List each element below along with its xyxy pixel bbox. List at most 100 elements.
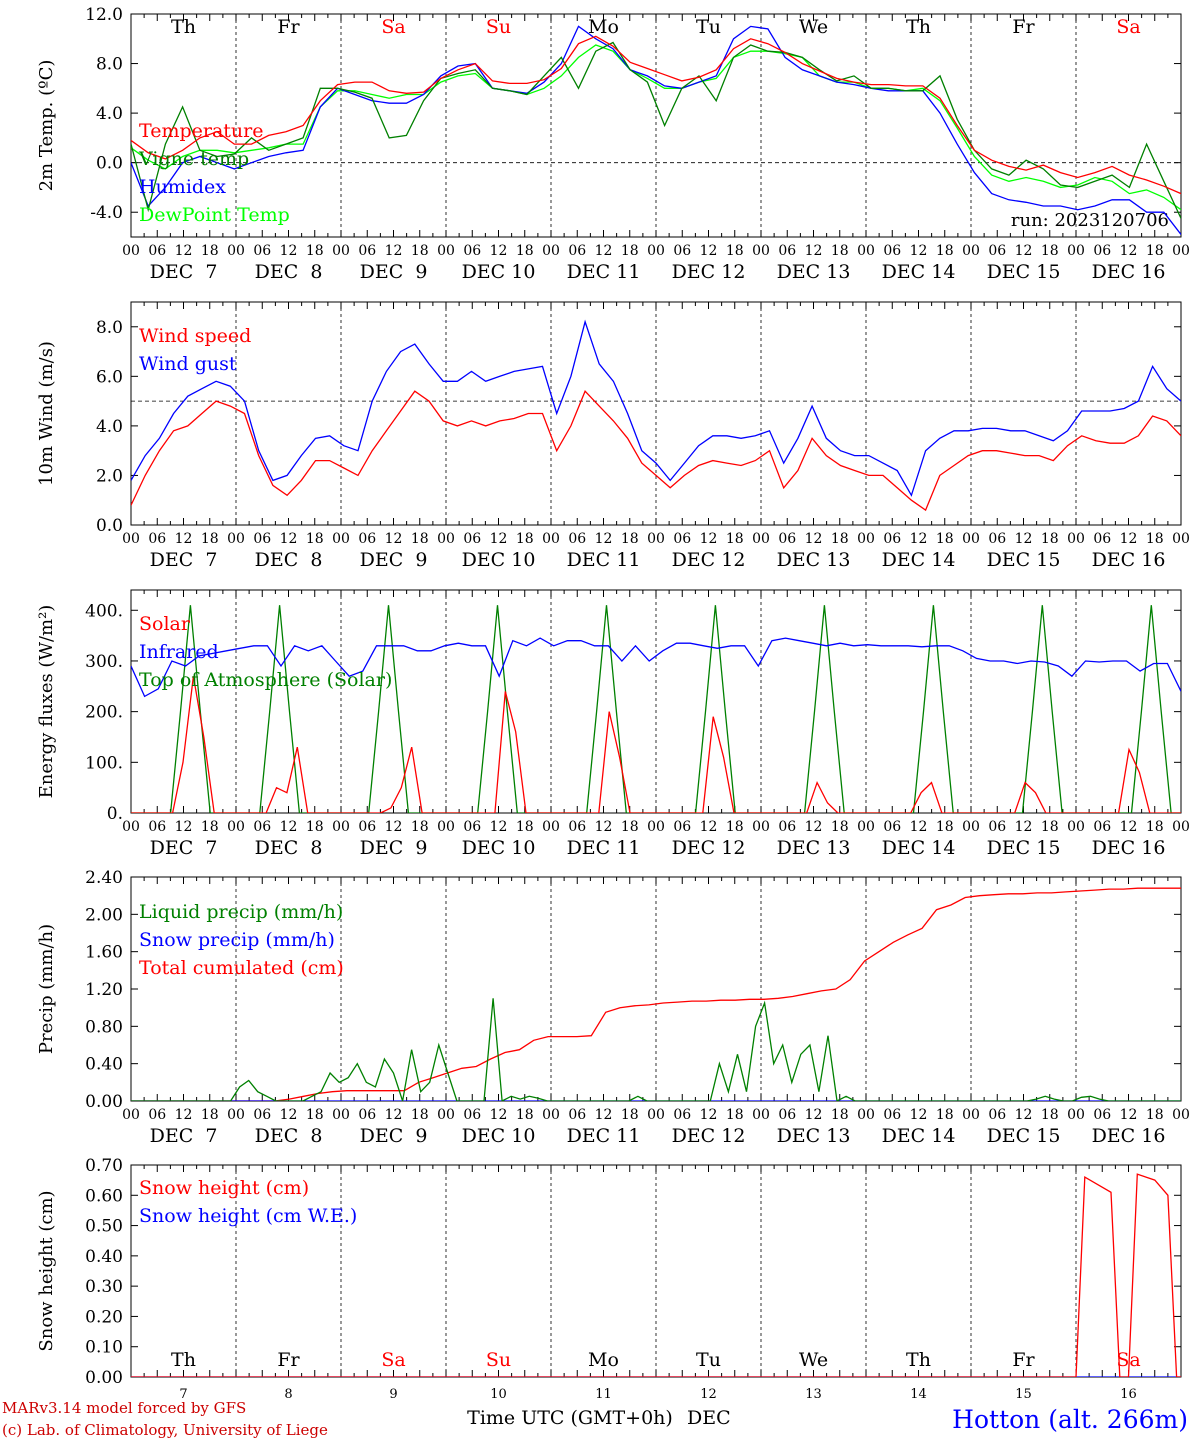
date-label: DEC 12	[672, 1125, 746, 1147]
hour-tick-label: 12	[910, 531, 928, 547]
hour-tick-label: 18	[201, 531, 219, 547]
series-group	[131, 319, 1181, 512]
series-line-wind-speed	[131, 390, 1181, 512]
hour-tick-label: 06	[988, 531, 1006, 547]
footer: Time UTC (GMT+0h) DEC MARv3.14 model for…	[2, 1399, 1188, 1439]
hour-tick-label: 12	[490, 531, 508, 547]
legend-entry: Temperature	[139, 120, 263, 142]
hour-tick-label: 06	[673, 243, 691, 259]
hour-tick-label: 06	[568, 243, 586, 259]
date-label: DEC 14	[882, 1125, 956, 1147]
series-line-dewpoint-temp	[131, 44, 1181, 211]
plot-frame	[130, 301, 1182, 526]
run-label: run: 2023120706	[1011, 210, 1169, 231]
y-tick-label: 300.	[85, 652, 123, 672]
date-label: DEC 13	[777, 837, 851, 859]
hour-tick-label: 12	[910, 243, 928, 259]
hour-tick-label: 12	[910, 1107, 928, 1123]
hour-tick-label: 12	[805, 531, 823, 547]
day-number-label: 8	[284, 1387, 292, 1402]
hour-tick-label: 12	[910, 819, 928, 835]
hour-tick-label: 00	[752, 243, 770, 259]
hour-tick-label: 00	[122, 819, 140, 835]
hour-tick-label: 12	[1015, 531, 1033, 547]
y-tick-label: 0.0	[96, 154, 123, 174]
hour-tick-label: 06	[463, 1107, 481, 1123]
date-label: DEC 13	[777, 1125, 851, 1147]
hour-tick-label: 12	[700, 819, 718, 835]
hour-tick-label: 06	[988, 1107, 1006, 1123]
y-axis-title: 10m Wind (m/s)	[36, 341, 57, 486]
day-name-label: Tu	[696, 1349, 721, 1371]
date-label: DEC 7	[150, 261, 218, 283]
date-label: DEC 7	[150, 1125, 218, 1147]
date-label: DEC 9	[360, 261, 428, 283]
hour-tick-label: 12	[1120, 531, 1138, 547]
legend-entry: Wind gust	[139, 353, 237, 375]
hour-tick-label: 18	[201, 819, 219, 835]
hour-tick-label: 12	[175, 531, 193, 547]
legend-entry: Infrared	[139, 641, 219, 663]
hour-tick-label: 06	[988, 243, 1006, 259]
hour-tick-label: 00	[332, 531, 350, 547]
hour-tick-label: 00	[857, 531, 875, 547]
series-group	[131, 887, 1181, 1101]
hour-tick-label: 18	[306, 1107, 324, 1123]
panel-0: -4.0 0.0 4.0 8.0 12.0 2m Temp. (ºC) Th Fr Sa Su Mo…	[36, 5, 1190, 283]
hour-tick-label: 12	[805, 243, 823, 259]
panel-1: 0.0 2.0 4.0 6.0 8.0 10m Wind (m/s) 00 06 12 18 00 0…	[36, 301, 1190, 571]
day-number-label: 11	[595, 1387, 612, 1402]
date-label: DEC 16	[1092, 549, 1166, 571]
hour-tick-label: 12	[175, 819, 193, 835]
y-tick-label: 2.00	[85, 905, 123, 925]
hour-tick-label: 18	[726, 1107, 744, 1123]
hour-tick-label: 06	[253, 1107, 271, 1123]
model-credit: MARv3.14 model forced by GFS	[2, 1399, 246, 1417]
hour-tick-label: 12	[490, 1107, 508, 1123]
date-label: DEC 13	[777, 261, 851, 283]
hour-tick-label: 06	[568, 819, 586, 835]
hour-tick-label: 12	[595, 819, 613, 835]
series-line-total-cumulated-cm-	[131, 887, 1181, 1101]
date-label: DEC 9	[360, 837, 428, 859]
hour-tick-label: 00	[227, 819, 245, 835]
hour-tick-label: 06	[253, 531, 271, 547]
hour-tick-label: 06	[778, 531, 796, 547]
hour-tick-label: 18	[516, 819, 534, 835]
date-label: DEC 12	[672, 261, 746, 283]
day-number-label: 14	[910, 1387, 927, 1402]
series-group	[131, 25, 1181, 235]
hour-tick-label: 18	[411, 1107, 429, 1123]
date-label: DEC 14	[882, 261, 956, 283]
hour-tick-label: 18	[621, 1107, 639, 1123]
hour-tick-label: 18	[516, 1107, 534, 1123]
hour-tick-label: 06	[1093, 819, 1111, 835]
hour-tick-label: 18	[936, 243, 954, 259]
series-line-humidex	[131, 25, 1181, 235]
y-tick-label: 4.0	[96, 417, 123, 437]
panel-4: 0.00 0.10 0.20 0.30 0.40 0.50 0.60 0.70 Snow hei…	[36, 1156, 1182, 1402]
hour-tick-label: 12	[280, 531, 298, 547]
day-name-label: Su	[486, 16, 511, 38]
y-tick-label: 8.0	[96, 55, 123, 75]
hour-tick-label: 00	[122, 531, 140, 547]
date-label: DEC 15	[987, 549, 1061, 571]
hour-tick-label: 00	[437, 531, 455, 547]
hour-tick-label: 12	[700, 531, 718, 547]
hour-tick-label: 06	[253, 243, 271, 259]
hour-tick-label: 06	[1093, 531, 1111, 547]
series-line-vigne-temp	[131, 41, 1181, 219]
y-tick-label: 0.10	[85, 1338, 123, 1358]
hour-tick-label: 12	[1015, 243, 1033, 259]
day-number-label: 9	[389, 1387, 397, 1402]
date-label: DEC 13	[777, 549, 851, 571]
hour-tick-label: 00	[752, 531, 770, 547]
hour-tick-label: 12	[175, 1107, 193, 1123]
day-number-label: 15	[1015, 1387, 1032, 1402]
day-name-label: Sa	[1116, 1349, 1140, 1371]
legend-entry: Wind speed	[139, 325, 251, 347]
legend-entry: Total cumulated (cm)	[139, 957, 344, 979]
hour-tick-label: 12	[1120, 243, 1138, 259]
hour-tick-label: 12	[1015, 1107, 1033, 1123]
hour-tick-label: 18	[831, 819, 849, 835]
